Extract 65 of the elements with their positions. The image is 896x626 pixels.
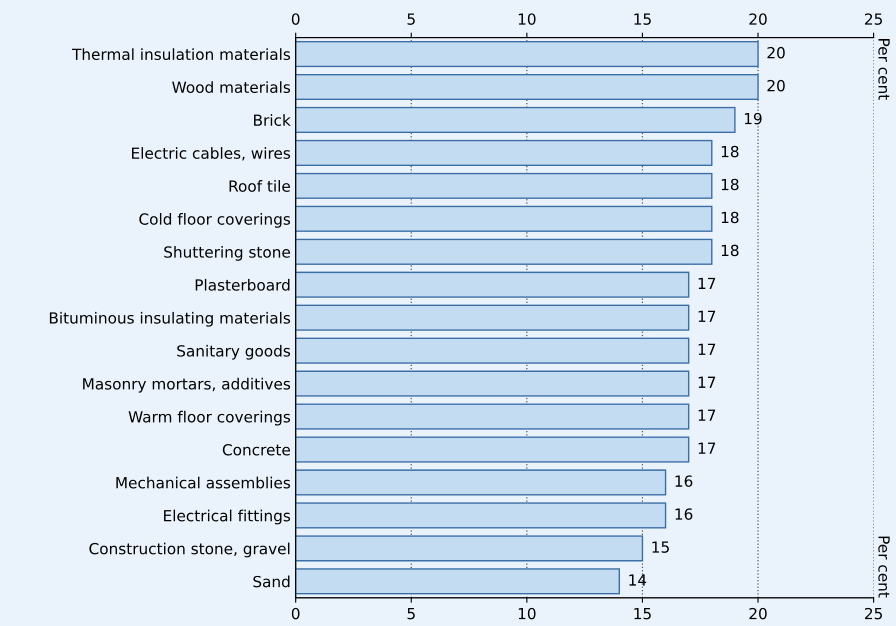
bar (296, 206, 712, 232)
bar (296, 568, 620, 594)
y-tick-label: Sand (253, 576, 290, 588)
bar (296, 502, 666, 528)
y-tick-label: Warm floor coverings (128, 410, 290, 426)
x2-tick-label: 15 (634, 14, 651, 25)
data-label: 17 (698, 344, 716, 355)
bar (296, 304, 690, 331)
data-label: 17 (698, 442, 716, 454)
bar (296, 535, 644, 562)
x2-tick-label: 25 (865, 13, 882, 25)
data-label: 20 (767, 80, 785, 92)
y-tick-label: Thermal insulation materials (72, 48, 290, 60)
bar (296, 338, 690, 364)
bar (296, 469, 666, 496)
y-tick-label: Construction stone, gravel (89, 542, 290, 558)
bar (296, 238, 712, 265)
x-tick-label: 5 (408, 608, 415, 620)
data-label: 16 (676, 508, 692, 520)
text: Per cent (878, 39, 890, 100)
bar (296, 272, 690, 298)
y-tick-label: Shuttering stone (164, 246, 290, 261)
data-label: 18 (722, 146, 739, 158)
x2-tick-label: 0 (292, 13, 300, 25)
data-label: 20 (767, 46, 785, 58)
data-label: 17 (698, 278, 716, 289)
bar (296, 74, 759, 100)
y-tick-label: Electrical fittings (164, 510, 290, 524)
data-label: 14 (629, 574, 646, 586)
bar (296, 40, 759, 68)
data-label: 18 (722, 212, 739, 224)
x-tick-label: 0 (292, 608, 300, 620)
bar (296, 370, 690, 397)
y-tick-label: Brick (254, 114, 291, 126)
data-label: 18 (722, 244, 739, 256)
y-tick-label: Electric cables, wires (132, 147, 290, 160)
data-label: 17 (698, 376, 716, 388)
y-tick-label: Mechanical assemblies (116, 476, 290, 488)
bar (296, 404, 690, 430)
data-label: 17 (698, 410, 716, 421)
y-tick-label: Masonry mortars, additives (83, 378, 290, 393)
x-tick-label: 25 (865, 608, 882, 620)
y-tick-label: Concrete (222, 444, 290, 456)
bar (296, 140, 712, 166)
bar (296, 106, 736, 134)
x-tick-label: 15 (634, 608, 651, 620)
y-tick-label: Roof tile (230, 180, 290, 192)
y-tick-label: Sanitary goods (177, 344, 290, 360)
data-label: 16 (676, 475, 692, 487)
data-label: 17 (698, 310, 716, 322)
x-tick-label: 10 (518, 608, 536, 620)
y-tick-label: Wood materials (172, 81, 290, 94)
bar (296, 436, 690, 463)
data-label: 18 (722, 178, 739, 190)
x2-tick-label: 20 (749, 13, 767, 25)
bar (296, 172, 712, 199)
data-label: 19 (744, 112, 762, 124)
y-tick-label: Plasterboard (196, 278, 290, 291)
data-label: 15 (652, 541, 669, 553)
x2-tick-label: 10 (518, 13, 536, 25)
x2-tick-label: 5 (408, 14, 415, 25)
x-tick-label: 20 (749, 608, 767, 620)
y-tick-label: Bituminous insulating materials (50, 312, 290, 327)
y-tick-label: Cold floor coverings (139, 213, 290, 228)
text: Per cent (878, 536, 890, 598)
